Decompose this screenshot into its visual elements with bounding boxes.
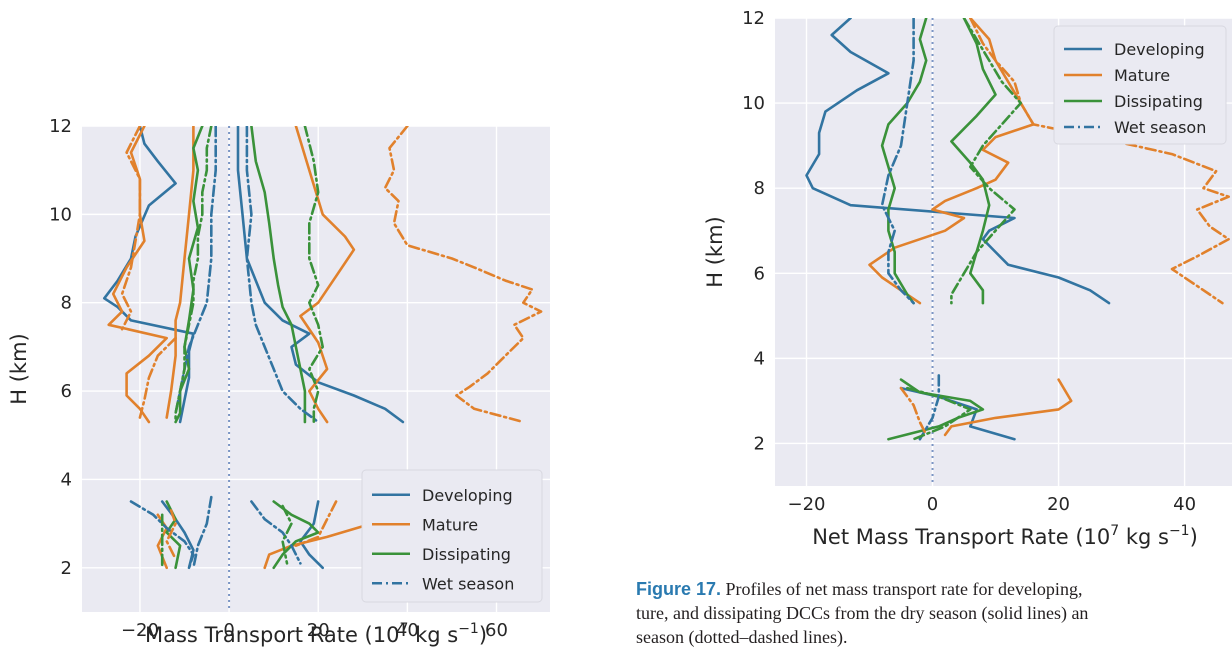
caption-line-1: Figure 17. Profiles of net mass transpor… <box>636 577 1232 601</box>
x-tick-label: 40 <box>1173 494 1196 515</box>
legend-box <box>1053 25 1227 145</box>
series-line-wet-season <box>120 126 142 331</box>
series-group <box>805 18 1230 441</box>
y-tick-label: 4 <box>61 469 72 490</box>
series-line-wet-season <box>950 18 1023 305</box>
x-tick-label: −20 <box>788 494 826 515</box>
y-tick-label: 10 <box>742 93 765 114</box>
figure-caption: Figure 17. Profiles of net mass transpor… <box>636 577 1232 649</box>
series-line-developing <box>805 18 1111 305</box>
legend-label: Wet season <box>422 574 514 593</box>
series-line-wet-season <box>303 126 324 424</box>
y-tick-label: 6 <box>754 263 765 284</box>
y-axis-label: H (km) <box>7 333 31 404</box>
series-group <box>103 126 543 570</box>
legend-label: Wet season <box>1114 118 1206 137</box>
series-line-mature <box>165 126 195 419</box>
series-line-dissipating <box>950 18 997 305</box>
y-tick-label: 2 <box>754 433 765 454</box>
caption-figure-label: Figure 17. <box>636 579 722 599</box>
series-line-wet-season <box>899 386 928 437</box>
y-tick-label: 12 <box>742 8 765 29</box>
series-line-developing <box>236 126 405 424</box>
legend-label: Dissipating <box>422 545 511 564</box>
x-axis-label: Net Mass Transport Rate (107 kg s−1) <box>812 523 1198 549</box>
series-line-wet-season <box>281 504 293 565</box>
x-tick-label: 20 <box>307 620 330 641</box>
legend-box <box>361 469 543 603</box>
series-line-wet-season <box>383 126 543 424</box>
x-tick-label: 0 <box>927 494 938 515</box>
y-tick-label: 8 <box>754 178 765 199</box>
legend: Developing Mature Dissipating Wet season <box>361 469 543 603</box>
x-tick-label: 60 <box>485 620 508 641</box>
y-tick-label: 6 <box>61 381 72 402</box>
legend-label: Dissipating <box>1114 92 1203 111</box>
series-line-wet-season <box>294 500 338 547</box>
legend-label: Mature <box>422 515 478 534</box>
series-line-wet-season <box>969 18 1230 305</box>
series-line-wet-season <box>129 500 195 570</box>
caption-line-3: season (dotted–dashed lines). <box>636 627 848 647</box>
x-tick-label: 20 <box>1047 494 1070 515</box>
series-line-dissipating <box>272 500 320 570</box>
x-axis-label: Mass Transport Rate (107 kg s−1) <box>145 621 487 647</box>
y-tick-label: 12 <box>49 116 72 137</box>
series-line-wet-season <box>138 336 177 419</box>
right-chart: −20 0 20 40 2 4 6 8 10 12 H (km) Net Mass Transport… <box>703 8 1232 549</box>
series-line-mature <box>294 126 356 424</box>
series-line-wet-season <box>906 386 972 441</box>
series-line-wet-season <box>174 126 213 424</box>
legend-label: Mature <box>1114 66 1170 85</box>
x-tick-label: −20 <box>121 620 159 641</box>
legend-label: Developing <box>1114 40 1205 59</box>
series-line-mature <box>943 378 1073 437</box>
series-line-wet-season <box>918 374 941 441</box>
series-line-wet-season <box>250 500 302 565</box>
y-tick-label: 10 <box>49 204 72 225</box>
series-line-wet-season <box>245 126 320 424</box>
legend-label: Developing <box>422 486 513 505</box>
y-tick-label: 8 <box>61 293 72 314</box>
y-axis-label: H (km) <box>703 216 727 287</box>
y-tick-label: 2 <box>61 558 72 579</box>
caption-line-2: ture, and dissipating DCCs from the dry … <box>636 603 1089 623</box>
series-line-wet-season <box>174 126 217 415</box>
legend: Developing Mature Dissipating Wet season <box>1053 25 1227 145</box>
left-chart: −20 0 20 40 60 2 4 6 8 10 12 H (km) Mass Transport R… <box>7 116 550 647</box>
series-line-developing <box>299 500 324 570</box>
series-line-wet-season <box>880 18 915 305</box>
series-line-dissipating <box>250 126 307 424</box>
y-tick-label: 4 <box>754 348 765 369</box>
series-line-dissipating <box>880 18 928 305</box>
series-line-wet-season <box>192 495 213 570</box>
x-tick-label: 0 <box>223 620 234 641</box>
x-tick-label: 40 <box>396 620 419 641</box>
series-line-wet-season <box>165 509 177 561</box>
caption-text-1: Profiles of net mass transport rate for … <box>721 579 1083 599</box>
